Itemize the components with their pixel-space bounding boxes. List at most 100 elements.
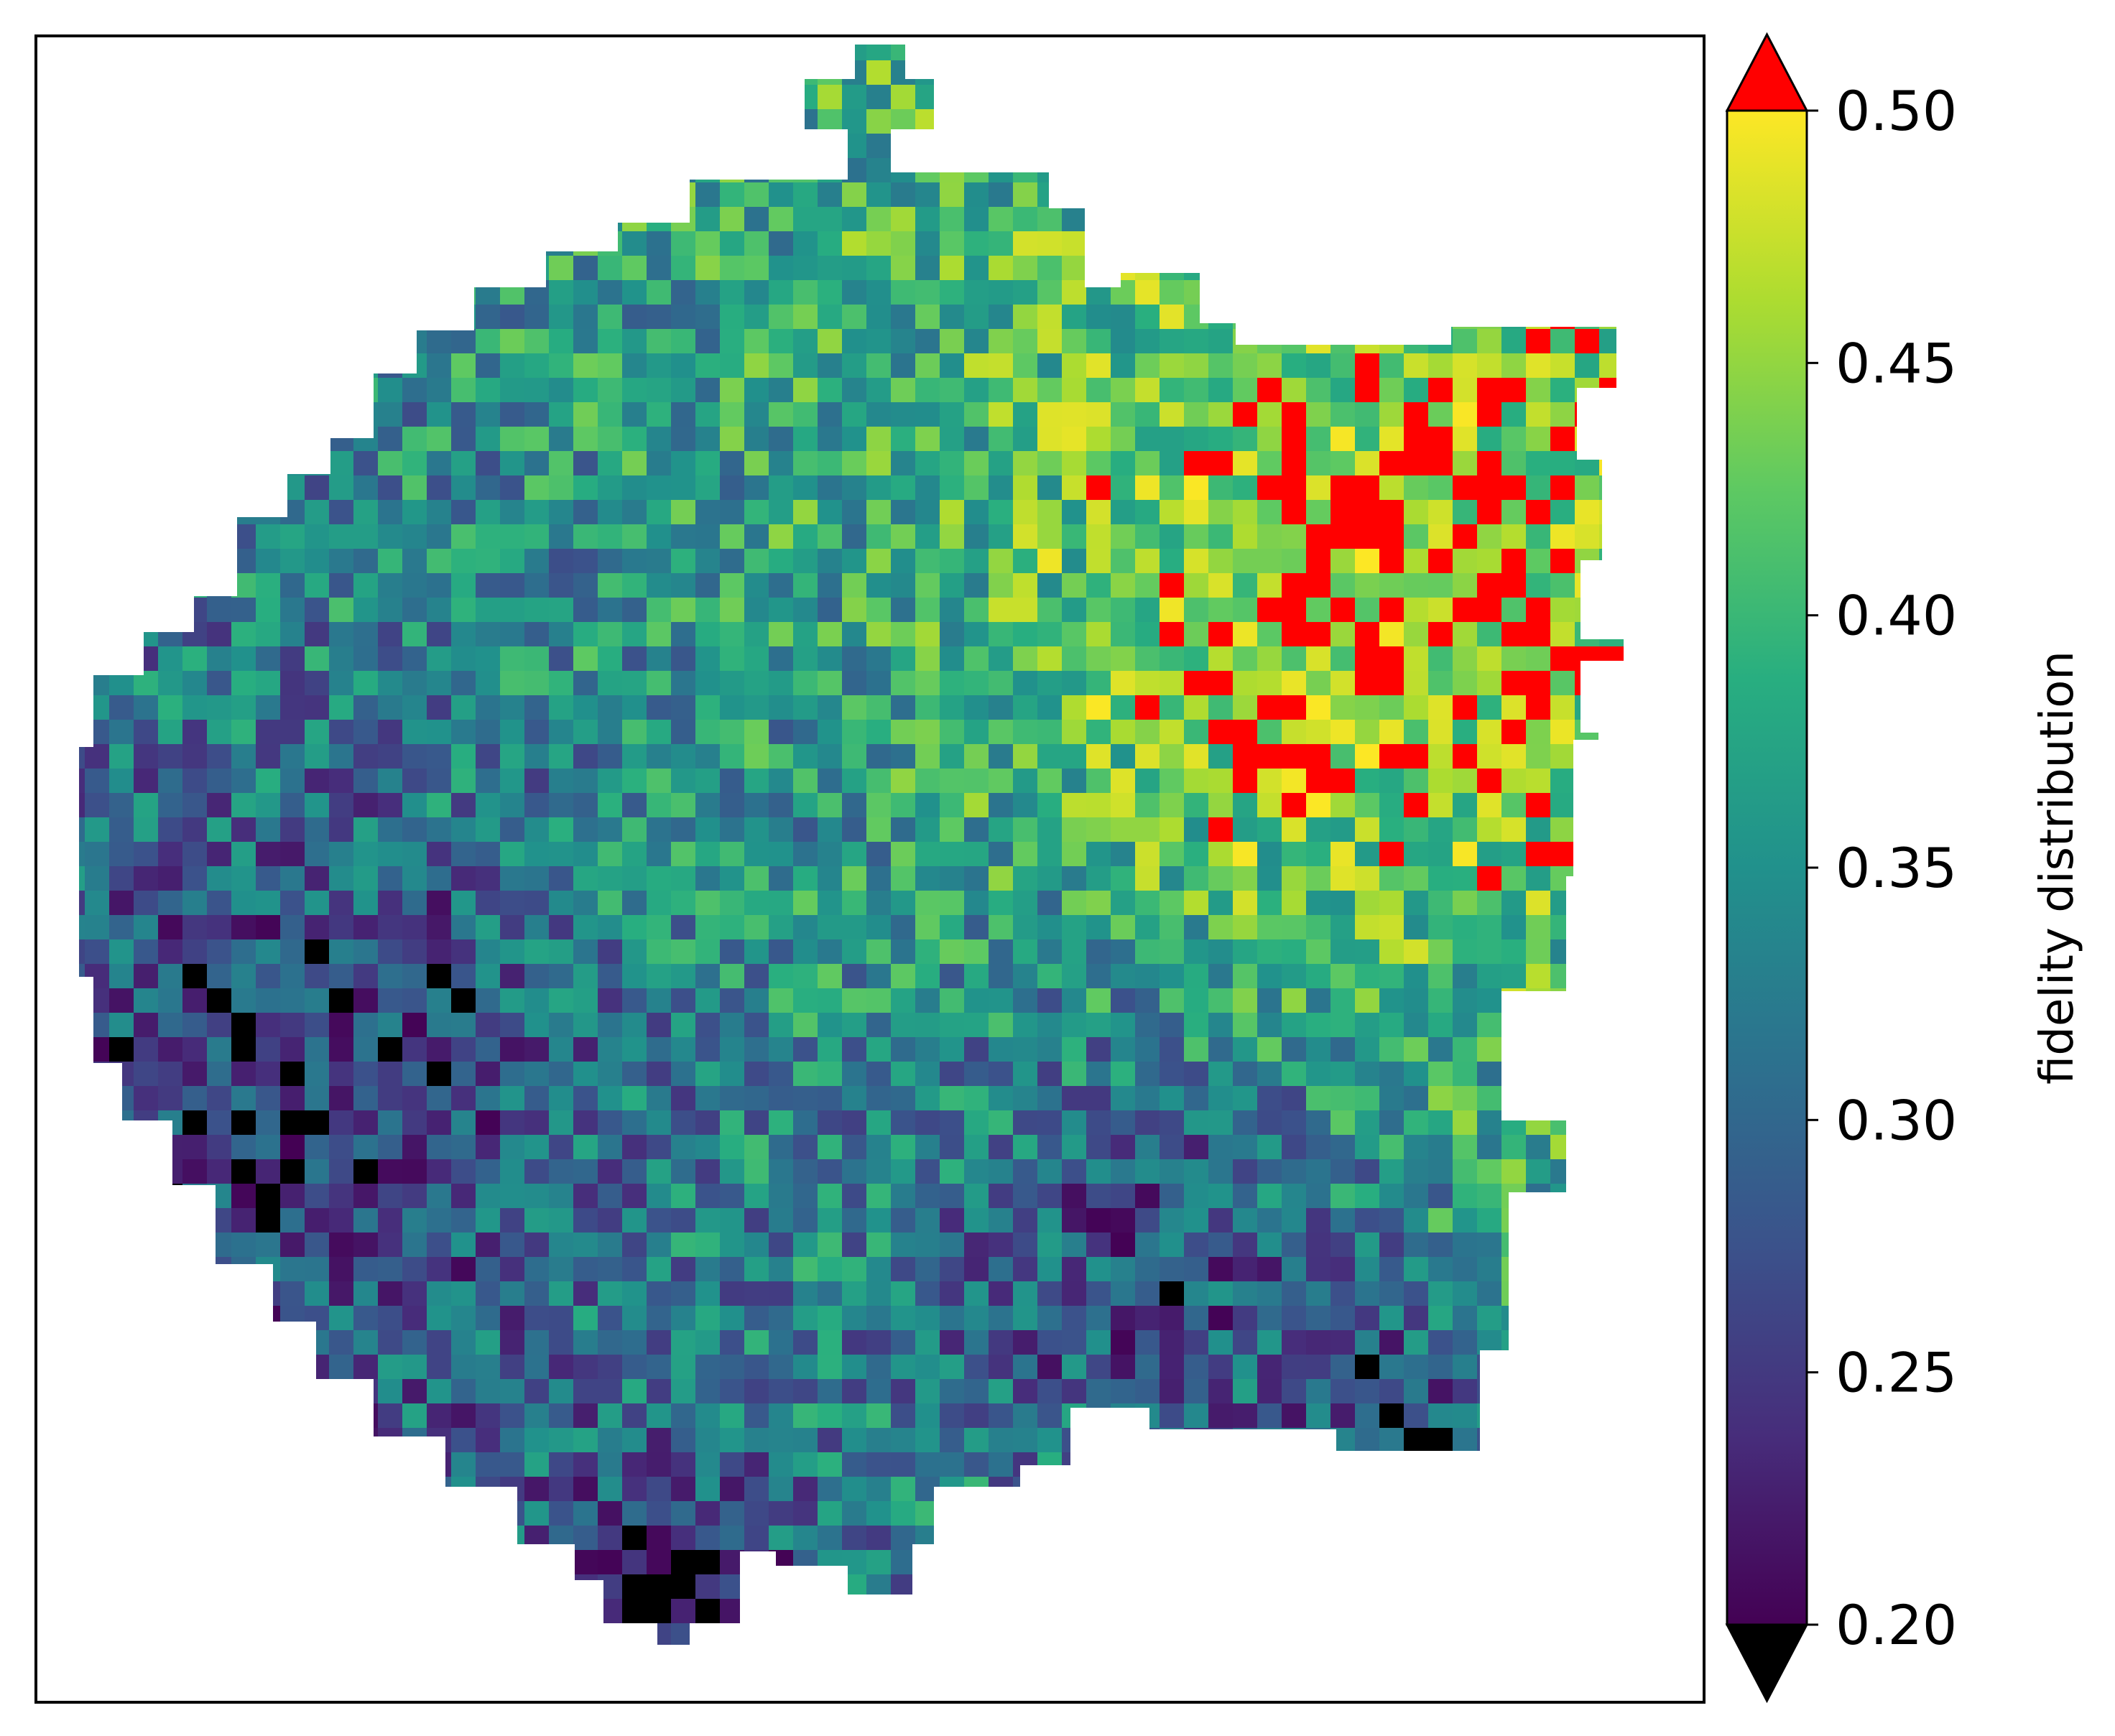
heatmap-cell bbox=[1404, 1257, 1429, 1282]
heatmap-cell bbox=[1208, 1306, 1234, 1331]
heatmap-cell bbox=[866, 720, 892, 745]
heatmap-cell bbox=[1135, 842, 1160, 867]
heatmap-cell bbox=[1453, 1086, 1478, 1111]
heatmap-cell bbox=[1135, 1233, 1160, 1258]
heatmap-cell bbox=[549, 695, 574, 720]
heatmap-cell bbox=[989, 1037, 1014, 1062]
heatmap-cell bbox=[915, 549, 940, 574]
heatmap-cell bbox=[720, 793, 745, 818]
heatmap-cell bbox=[622, 402, 647, 427]
heatmap-cell bbox=[524, 1086, 550, 1111]
heatmap-cell bbox=[451, 524, 476, 549]
heatmap-cell bbox=[451, 1330, 476, 1355]
heatmap-cell bbox=[1037, 549, 1063, 574]
heatmap-cell bbox=[549, 427, 574, 452]
heatmap-cell bbox=[280, 915, 305, 940]
heatmap-cell bbox=[1379, 378, 1404, 403]
heatmap-cell bbox=[1257, 451, 1282, 476]
heatmap-cell bbox=[402, 793, 427, 818]
heatmap-cell bbox=[720, 1013, 745, 1038]
heatmap-cell bbox=[989, 378, 1014, 403]
heatmap-cell bbox=[695, 622, 721, 647]
heatmap-cell bbox=[720, 769, 745, 794]
heatmap-cell bbox=[671, 475, 696, 501]
heatmap-cell bbox=[647, 671, 672, 696]
heatmap-cell bbox=[720, 1403, 745, 1429]
heatmap-cell bbox=[1526, 378, 1551, 403]
heatmap-cell bbox=[1477, 891, 1502, 916]
heatmap-cell bbox=[744, 353, 769, 379]
heatmap-cell bbox=[1477, 793, 1502, 818]
heatmap-cell bbox=[891, 964, 916, 989]
heatmap-cell bbox=[500, 622, 525, 647]
heatmap-cell bbox=[1257, 1110, 1282, 1136]
heatmap-cell bbox=[866, 573, 892, 598]
heatmap-cell bbox=[1037, 378, 1063, 403]
heatmap-cell bbox=[182, 915, 208, 940]
heatmap-cell bbox=[451, 1184, 476, 1209]
heatmap-cell bbox=[818, 1379, 843, 1404]
heatmap-cell bbox=[1135, 1037, 1160, 1062]
heatmap-cell bbox=[1233, 524, 1258, 549]
heatmap-cell bbox=[744, 1355, 769, 1380]
heatmap-cell bbox=[1453, 1013, 1478, 1038]
heatmap-cell bbox=[1477, 500, 1502, 525]
heatmap-cell bbox=[256, 1184, 281, 1209]
heatmap-cell bbox=[549, 475, 574, 501]
heatmap-cell bbox=[1233, 1037, 1258, 1062]
heatmap-cell bbox=[134, 1013, 159, 1038]
heatmap-cell bbox=[891, 598, 916, 623]
heatmap-cell bbox=[427, 451, 452, 476]
heatmap-cell bbox=[1135, 988, 1160, 1013]
heatmap-cell bbox=[1111, 598, 1136, 623]
heatmap-cell bbox=[647, 1135, 672, 1160]
heatmap-cell bbox=[866, 939, 892, 965]
heatmap-cell bbox=[1428, 1428, 1453, 1453]
heatmap-cell bbox=[1233, 988, 1258, 1013]
heatmap-cell bbox=[647, 1452, 672, 1477]
heatmap-cell bbox=[207, 695, 232, 720]
heatmap-cell bbox=[573, 1306, 598, 1331]
heatmap-cell bbox=[378, 671, 403, 696]
heatmap-cell bbox=[1330, 1135, 1356, 1160]
heatmap-cell bbox=[451, 1452, 476, 1477]
heatmap-cell bbox=[915, 1355, 940, 1380]
heatmap-cell bbox=[1257, 402, 1282, 427]
heatmap-cell bbox=[1330, 817, 1356, 843]
heatmap-cell bbox=[231, 1135, 256, 1160]
colorbar-over-triangle bbox=[1725, 32, 1809, 112]
heatmap-cell bbox=[378, 866, 403, 891]
heatmap-cell bbox=[769, 1184, 794, 1209]
heatmap-cell bbox=[1330, 793, 1356, 818]
heatmap-cell bbox=[1086, 646, 1111, 672]
heatmap-cell bbox=[915, 402, 940, 427]
heatmap-cell bbox=[1428, 622, 1453, 647]
heatmap-cell bbox=[524, 1330, 550, 1355]
heatmap-cell bbox=[500, 1037, 525, 1062]
heatmap-cell bbox=[305, 549, 330, 574]
heatmap-cell bbox=[158, 988, 183, 1013]
heatmap-cell bbox=[842, 1086, 867, 1111]
heatmap-cell bbox=[866, 1403, 892, 1429]
heatmap-cell bbox=[1233, 1110, 1258, 1136]
heatmap-cell bbox=[818, 671, 843, 696]
heatmap-cell bbox=[1330, 1257, 1356, 1282]
heatmap-cell bbox=[1086, 402, 1111, 427]
heatmap-cell bbox=[1550, 769, 1575, 794]
heatmap-cell bbox=[182, 939, 208, 965]
heatmap-cell bbox=[1160, 915, 1185, 940]
heatmap-cell bbox=[280, 1110, 305, 1136]
heatmap-cell bbox=[1013, 524, 1038, 549]
heatmap-cell bbox=[451, 1062, 476, 1087]
heatmap-cell bbox=[1379, 744, 1404, 769]
heatmap-cell bbox=[305, 1159, 330, 1184]
heatmap-cell bbox=[1184, 988, 1209, 1013]
heatmap-cell bbox=[671, 939, 696, 965]
heatmap-cell bbox=[818, 1037, 843, 1062]
heatmap-cell bbox=[476, 915, 501, 940]
heatmap-cell bbox=[866, 378, 892, 403]
heatmap-cell bbox=[1135, 1062, 1160, 1087]
heatmap-cell bbox=[280, 1062, 305, 1087]
heatmap-cell bbox=[1160, 353, 1185, 379]
heatmap-cell bbox=[1477, 622, 1502, 647]
